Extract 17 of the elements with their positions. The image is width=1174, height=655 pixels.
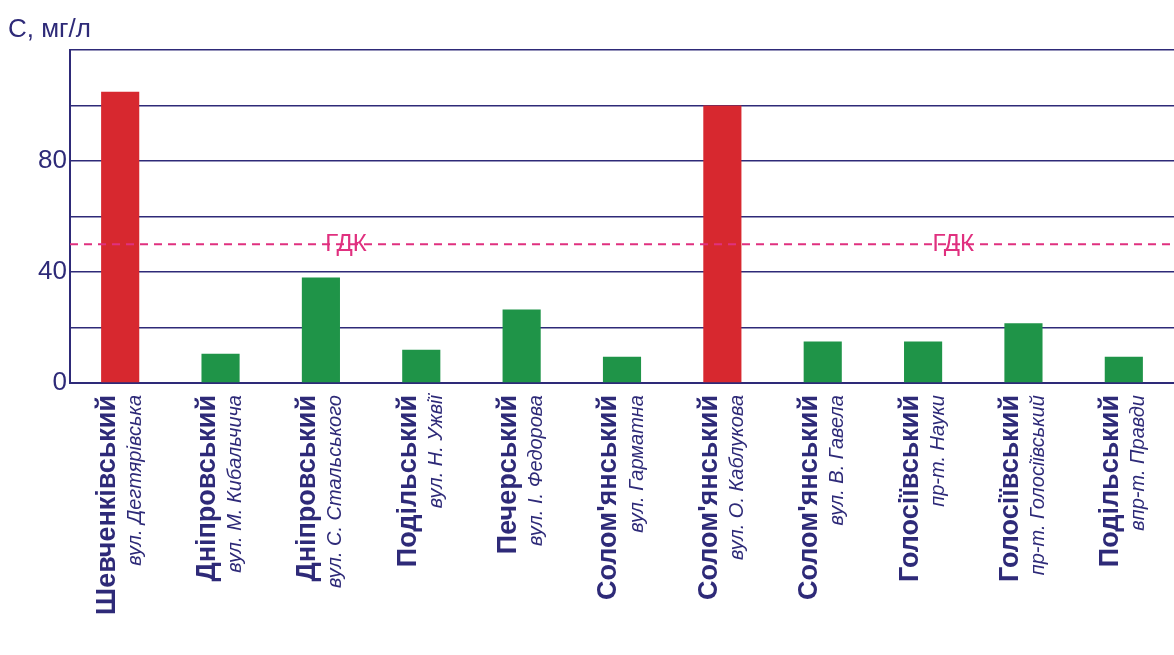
ref-line-label: ГДК (325, 228, 367, 256)
bar (402, 349, 441, 383)
bar (301, 277, 340, 383)
y-axis-title: C, мг/л (8, 13, 91, 44)
bar (101, 91, 140, 383)
bar (201, 353, 240, 383)
bar (502, 309, 541, 383)
y-tick-label: 0 (52, 366, 67, 397)
bar (703, 105, 742, 383)
x-tick-label: Шевченківський вул. Дегтярівська (90, 395, 145, 615)
bar (1104, 356, 1143, 383)
bar (803, 341, 842, 383)
bar (904, 341, 943, 383)
y-tick-label: 80 (38, 144, 67, 175)
bar (602, 356, 642, 383)
bar (1004, 323, 1043, 383)
y-tick-label: 40 (38, 255, 67, 286)
